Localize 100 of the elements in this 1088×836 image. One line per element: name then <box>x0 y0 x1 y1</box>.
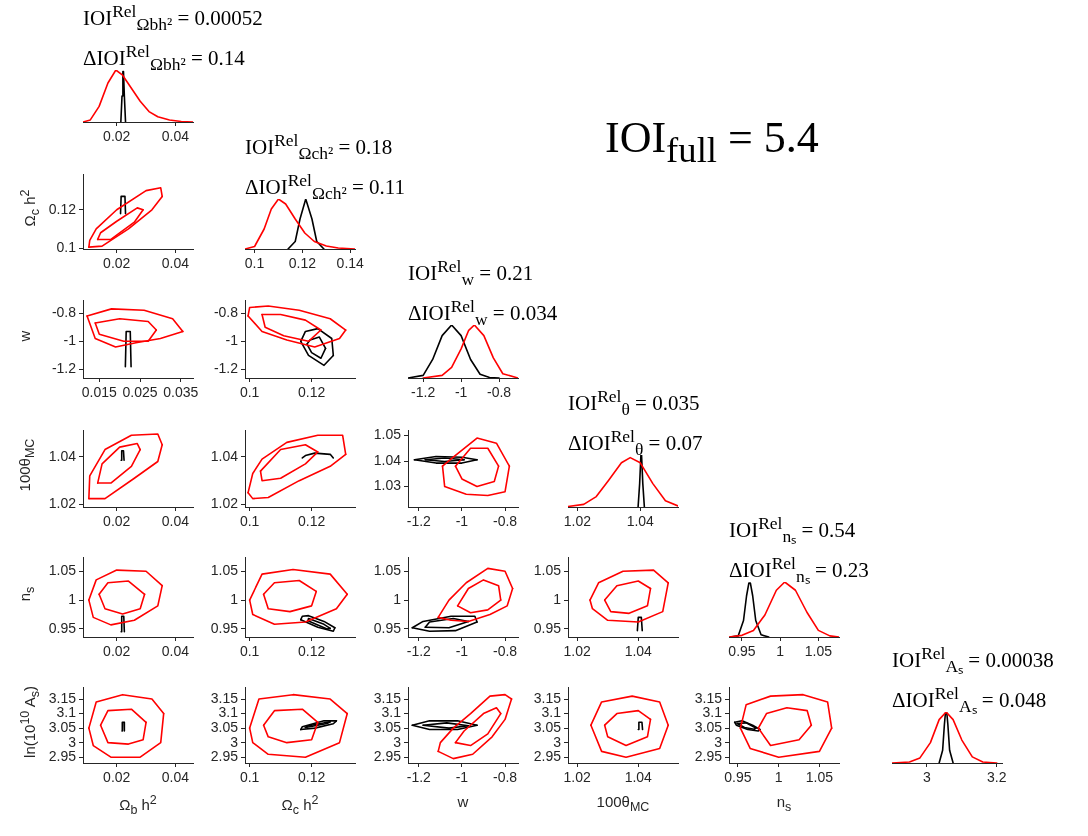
y-tick-label: 0.95 <box>48 619 77 636</box>
x-tick-label: 0.12 <box>297 769 326 786</box>
y-tick-label: 3.05 <box>373 718 402 735</box>
y-tick-label: -1.2 <box>51 360 77 377</box>
y-tick-label: 3.1 <box>381 704 402 721</box>
y-tick-label: -1.2 <box>213 360 239 377</box>
y-tick-label: 1.05 <box>373 562 402 579</box>
x-tick-label: 0.95 <box>728 643 756 660</box>
chart-title: IOI$^{Rel}$$_{w}$ = 0.21 <box>408 255 535 292</box>
y-tick-label: 3 <box>230 733 239 750</box>
chart-subtitle: ΔIOI$^{Rel}$$_{Ωch²}$ = 0.11 <box>245 169 406 206</box>
y-tick-label: 1 <box>68 590 77 607</box>
x-tick-label: -1.2 <box>411 384 436 401</box>
y-tick-label: 3.05 <box>210 718 239 735</box>
y-tick-label: 0.95 <box>533 619 562 636</box>
y-tick-label: 1.05 <box>533 562 562 579</box>
y-tick-label: 3.05 <box>48 718 77 735</box>
y-tick-label: 1.03 <box>373 477 402 494</box>
x-axis-title: w <box>456 793 470 810</box>
y-tick-label: 1.05 <box>373 426 402 443</box>
x-tick-label: 0.02 <box>103 255 131 272</box>
x-tick-label: -0.8 <box>493 513 518 530</box>
y-tick-label: 1.05 <box>48 562 77 579</box>
y-tick-label: -1 <box>63 332 77 349</box>
x-tick-label: -1 <box>455 769 469 786</box>
y-tick-label: 3.15 <box>533 689 562 706</box>
chart-subtitle: ΔIOI$^{Rel}$$_{θ}$ = 0.07 <box>568 425 703 462</box>
x-axis-title: 100θ$_{MC}$ <box>595 793 651 814</box>
x-axis-title: Ω$_{c}$ h$^{2}$ <box>280 793 320 817</box>
y-tick-label: 1.04 <box>210 447 239 464</box>
x-tick-label: -0.8 <box>486 384 512 401</box>
y-tick-label: 3.15 <box>48 689 77 706</box>
y-tick-label: 3.15 <box>210 689 239 706</box>
y-tick-label: -0.8 <box>51 303 77 320</box>
x-tick-label: 0.12 <box>288 255 317 272</box>
x-tick-label: 0.04 <box>161 769 190 786</box>
y-tick-label: 3.1 <box>56 704 77 721</box>
text: IOI$_{full}$ = 5.4 <box>605 112 819 171</box>
chart-subtitle: ΔIOI$^{Rel}$$_{Ωbh²}$ = 0.14 <box>83 40 246 77</box>
y-tick-label: 1 <box>393 590 402 607</box>
x-tick-label: 3.2 <box>987 769 1007 786</box>
x-tick-label: -1.2 <box>406 769 432 786</box>
x-tick-label: 0.025 <box>122 384 158 401</box>
y-tick-label: 1.04 <box>373 451 402 468</box>
y-tick-label: 2.95 <box>48 748 77 765</box>
y-tick-label: 3 <box>68 733 77 750</box>
x-tick-label: 0.12 <box>297 384 326 401</box>
y-tick-label: 2.95 <box>533 748 562 765</box>
y-tick-label: 2.95 <box>694 748 723 765</box>
y-tick-label: 0.95 <box>373 619 402 636</box>
y-tick-label: 3.15 <box>373 689 402 706</box>
y-tick-label: -1 <box>225 332 239 349</box>
x-tick-label: -1.2 <box>406 643 432 660</box>
x-tick-label: 1 <box>774 769 783 786</box>
y-tick-label: 3 <box>714 733 723 750</box>
y-tick-label: 0.1 <box>56 238 77 255</box>
chart-title: IOI$^{Rel}$$_{θ}$ = 0.035 <box>568 385 701 422</box>
chart-subtitle: ΔIOI$^{Rel}$$_{Aₛ}$ = 0.048 <box>892 682 1048 719</box>
x-axis-title: n$_{s}$ <box>775 793 793 814</box>
y-tick-label: 3 <box>393 733 402 750</box>
y-tick-label: 2.95 <box>210 748 239 765</box>
y-tick-label: 1 <box>553 590 562 607</box>
x-axis-title: Ω$_{b}$ h$^{2}$ <box>118 793 158 817</box>
chart-title: IOI$^{Rel}$$_{Ωch²}$ = 0.18 <box>245 129 394 166</box>
x-tick-label: -1 <box>455 513 469 530</box>
x-tick-label: 1 <box>776 643 785 660</box>
x-tick-label: 0.02 <box>103 643 131 660</box>
x-tick-label: 0.12 <box>297 643 326 660</box>
x-tick-label: 0.02 <box>103 128 131 145</box>
y-tick-label: 3.05 <box>533 718 562 735</box>
x-tick-label: 0.04 <box>161 513 190 530</box>
y-tick-label: 1 <box>230 590 239 607</box>
y-tick-label: 1.02 <box>48 495 77 512</box>
x-tick-label: -0.8 <box>493 769 518 786</box>
x-tick-label: 0.04 <box>161 255 190 272</box>
x-tick-label: 0.02 <box>103 513 131 530</box>
y-tick-label: -0.8 <box>213 303 239 320</box>
y-axis-title: w <box>15 329 34 344</box>
chart-subtitle: ΔIOI$^{Rel}$$_{w}$ = 0.034 <box>408 295 558 332</box>
chart-subtitle: ΔIOI$^{Rel}$$_{nₛ}$ = 0.23 <box>729 552 869 589</box>
x-tick-label: 0.04 <box>161 643 190 660</box>
y-tick-label: 3.05 <box>694 718 723 735</box>
x-tick-label: -1 <box>455 643 469 660</box>
x-tick-label: 0.04 <box>161 128 190 145</box>
x-tick-label: 0.12 <box>297 513 326 530</box>
x-tick-label: 0.015 <box>81 384 118 401</box>
x-tick-label: 0.95 <box>724 769 752 786</box>
y-tick-label: 0.95 <box>210 619 239 636</box>
x-tick-label: 0.02 <box>103 769 131 786</box>
y-tick-label: 3.1 <box>541 704 562 721</box>
x-tick-label: -1 <box>454 384 468 401</box>
x-tick-label: 0.14 <box>336 255 365 272</box>
x-tick-label: -0.8 <box>493 643 518 660</box>
x-tick-label: -1.2 <box>406 513 432 530</box>
y-tick-label: 3.15 <box>694 689 723 706</box>
x-tick-label: 0.035 <box>163 384 199 401</box>
chart-title: IOI$^{Rel}$$_{Aₛ}$ = 0.00038 <box>892 642 1054 679</box>
y-tick-label: 1.04 <box>48 447 77 464</box>
chart-title: IOI$^{Rel}$$_{nₛ}$ = 0.54 <box>729 512 857 549</box>
chart-title: IOI$^{Rel}$$_{Ωbh²}$ = 0.00052 <box>83 0 263 37</box>
